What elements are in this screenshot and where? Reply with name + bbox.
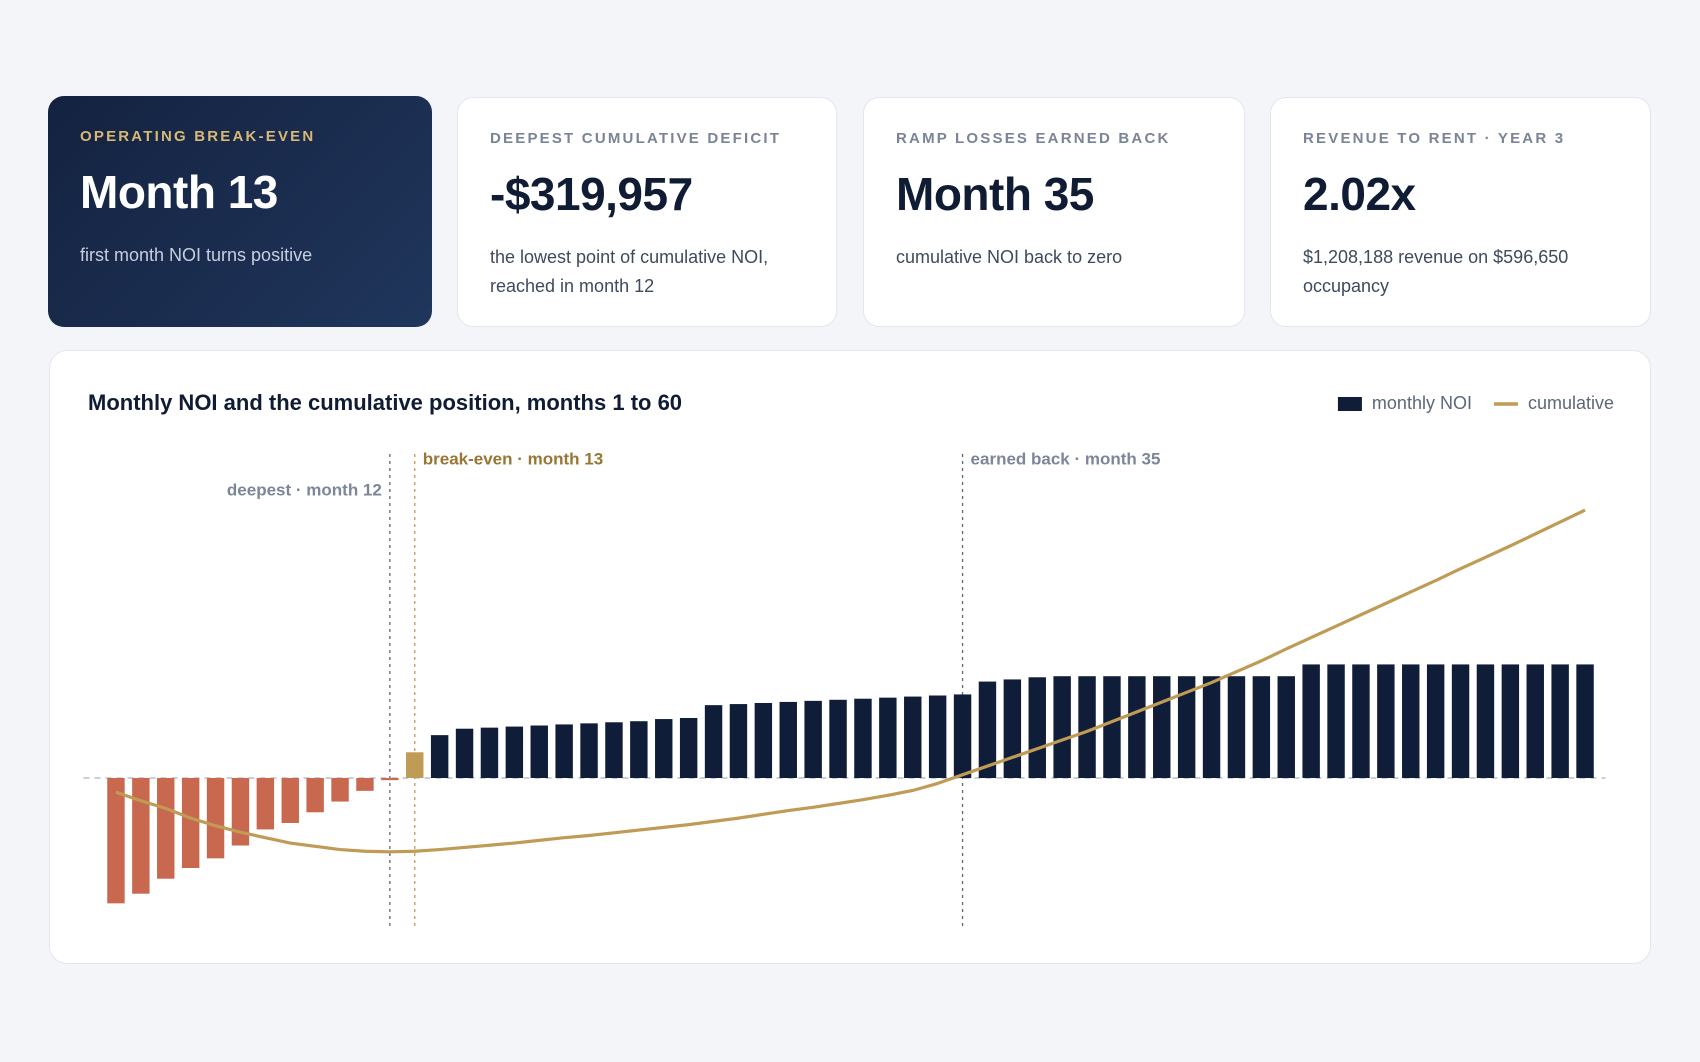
kpi-card: Operating break-even Month 13 first mont… xyxy=(48,96,432,327)
bar xyxy=(306,778,324,813)
annotation-label: deepest · month 12 xyxy=(227,480,382,499)
bar xyxy=(655,719,673,778)
bar xyxy=(1576,664,1594,778)
bar xyxy=(953,694,972,778)
bar xyxy=(1153,676,1171,778)
bar xyxy=(181,778,200,868)
bar xyxy=(804,700,822,778)
bar xyxy=(1028,677,1046,778)
bar xyxy=(406,752,424,778)
kpi-label: Operating break-even xyxy=(80,128,316,145)
bar xyxy=(1352,664,1370,778)
bar xyxy=(1327,664,1345,778)
bar xyxy=(455,728,474,778)
cumulative-line xyxy=(115,508,1586,854)
bar xyxy=(231,778,250,846)
bar xyxy=(281,778,299,823)
kpi-card: Deepest cumulative deficit -$319,957 the… xyxy=(457,97,837,327)
kpi-note: first month NOI turns positive xyxy=(80,245,313,265)
bar xyxy=(630,721,648,778)
chart-card: Monthly NOI and the cumulative position,… xyxy=(49,350,1651,964)
kpi-note: the lowest point of cumulative NOI, reac… xyxy=(490,247,769,296)
bar xyxy=(1277,676,1295,778)
annotation-label: earned back · month 35 xyxy=(971,449,1161,468)
bar xyxy=(1476,664,1495,778)
bar xyxy=(729,704,748,778)
bar xyxy=(704,705,723,778)
bar xyxy=(1551,664,1569,778)
bar xyxy=(879,697,897,778)
bar xyxy=(256,778,275,830)
bar xyxy=(480,727,499,778)
bar xyxy=(1377,664,1395,778)
bar xyxy=(580,723,598,778)
legend-label: cumulative xyxy=(1528,393,1614,413)
kpi-value: Month 13 xyxy=(80,166,278,218)
bar xyxy=(1103,676,1121,778)
bar xyxy=(381,778,399,781)
kpi-value: -$319,957 xyxy=(490,168,693,220)
bar xyxy=(530,725,548,778)
chart: Monthly NOI and the cumulative position,… xyxy=(83,390,1614,926)
bar xyxy=(1252,676,1271,778)
bar xyxy=(1426,664,1445,778)
bar xyxy=(107,778,125,904)
bar xyxy=(978,681,997,778)
bar xyxy=(157,778,175,879)
kpi-value: Month 35 xyxy=(896,168,1094,220)
bar xyxy=(605,722,623,778)
chart-title: Monthly NOI and the cumulative position,… xyxy=(88,390,682,415)
bar xyxy=(854,698,872,778)
kpi-label: Deepest cumulative deficit xyxy=(490,130,782,147)
bar xyxy=(779,701,797,778)
bar xyxy=(331,778,349,802)
bar xyxy=(679,718,698,778)
legend-label: monthly NOI xyxy=(1372,393,1472,413)
bar xyxy=(132,778,150,894)
bar xyxy=(1227,676,1246,778)
bar xyxy=(1451,664,1470,778)
bar xyxy=(1402,664,1420,778)
kpi-note: cumulative NOI back to zero xyxy=(896,247,1123,267)
bar xyxy=(1302,664,1320,778)
kpi-card: Ramp losses earned back Month 35 cumulat… xyxy=(863,97,1245,327)
bar xyxy=(1202,676,1221,778)
bar xyxy=(928,695,947,778)
bar xyxy=(1501,664,1520,778)
bar xyxy=(1053,676,1071,778)
bar xyxy=(1526,664,1544,778)
bar xyxy=(356,778,374,791)
kpi-label: Revenue to rent · Year 3 xyxy=(1303,130,1566,147)
bar xyxy=(829,699,847,778)
bar xyxy=(754,703,773,778)
annotation-label: break-even · month 13 xyxy=(423,449,603,468)
kpi-card: Revenue to rent · Year 3 2.02x $1,208,18… xyxy=(1270,97,1651,327)
bar xyxy=(1128,676,1146,778)
kpi-label: Ramp losses earned back xyxy=(896,130,1171,147)
bar xyxy=(430,735,449,778)
kpi-value: 2.02x xyxy=(1303,168,1416,220)
bar xyxy=(555,724,573,778)
bar xyxy=(1177,676,1196,778)
kpi-note: $1,208,188 revenue on $596,650 occupancy xyxy=(1303,247,1569,296)
bar xyxy=(1078,676,1096,778)
bar xyxy=(904,696,922,778)
bar xyxy=(1003,679,1022,778)
bar xyxy=(206,778,225,859)
bar xyxy=(505,726,524,778)
legend-swatch xyxy=(1337,397,1362,411)
